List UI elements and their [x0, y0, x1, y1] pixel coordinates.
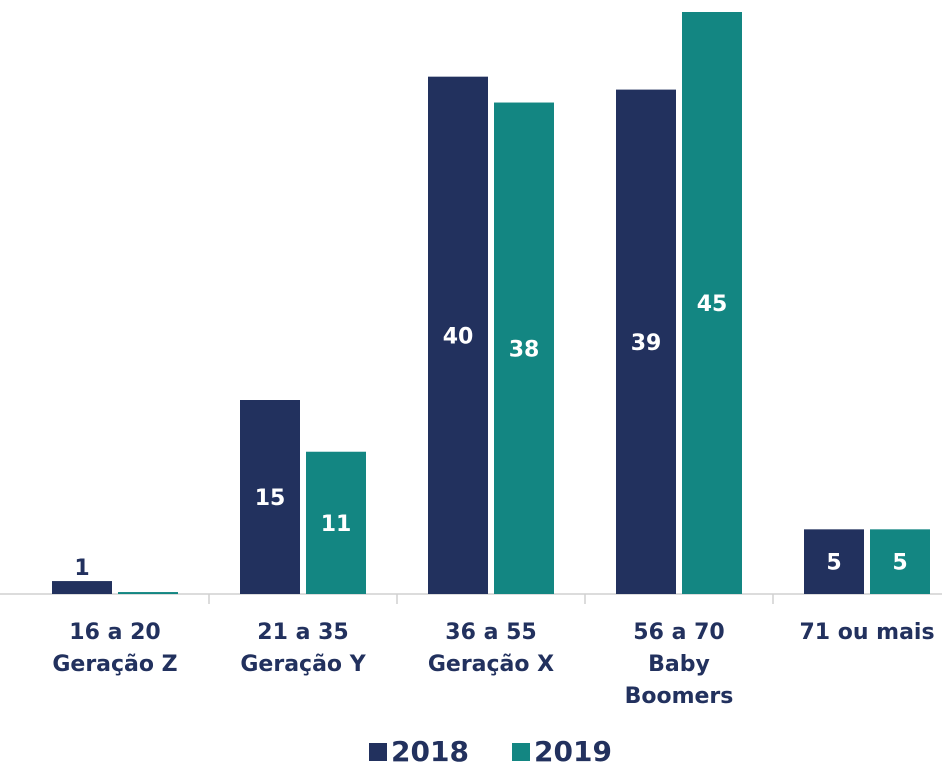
bar	[616, 89, 676, 594]
bar	[240, 400, 300, 594]
data-label: 11	[321, 512, 352, 537]
bar	[494, 102, 554, 595]
bar	[428, 76, 488, 594]
x-tick-label: 16 a 20 Geração Z	[52, 620, 178, 677]
legend-label: 2019	[534, 735, 612, 767]
x-tick-label: 36 a 55 Geração X	[427, 620, 555, 677]
data-label: 5	[892, 551, 907, 576]
bar	[306, 451, 366, 594]
data-label: 15	[255, 486, 286, 511]
bar	[682, 12, 742, 594]
legend-label: 2018	[391, 735, 469, 767]
legend-swatch	[512, 743, 530, 761]
x-tick-label: 71 ou mais	[799, 620, 935, 645]
data-label: 1	[74, 556, 89, 581]
bar	[870, 529, 930, 594]
data-label: 45	[697, 292, 728, 317]
bar	[804, 529, 864, 594]
x-tick-label: 56 a 70 Baby Boomers	[624, 620, 734, 709]
data-label: 38	[509, 337, 540, 362]
legend-swatch	[369, 743, 387, 761]
data-label: 39	[631, 331, 662, 356]
bar	[118, 592, 178, 594]
bar	[52, 581, 112, 594]
data-label: 5	[826, 551, 841, 576]
x-tick-label: 21 a 35 Geração Y	[240, 620, 366, 677]
data-label: 40	[443, 324, 474, 349]
